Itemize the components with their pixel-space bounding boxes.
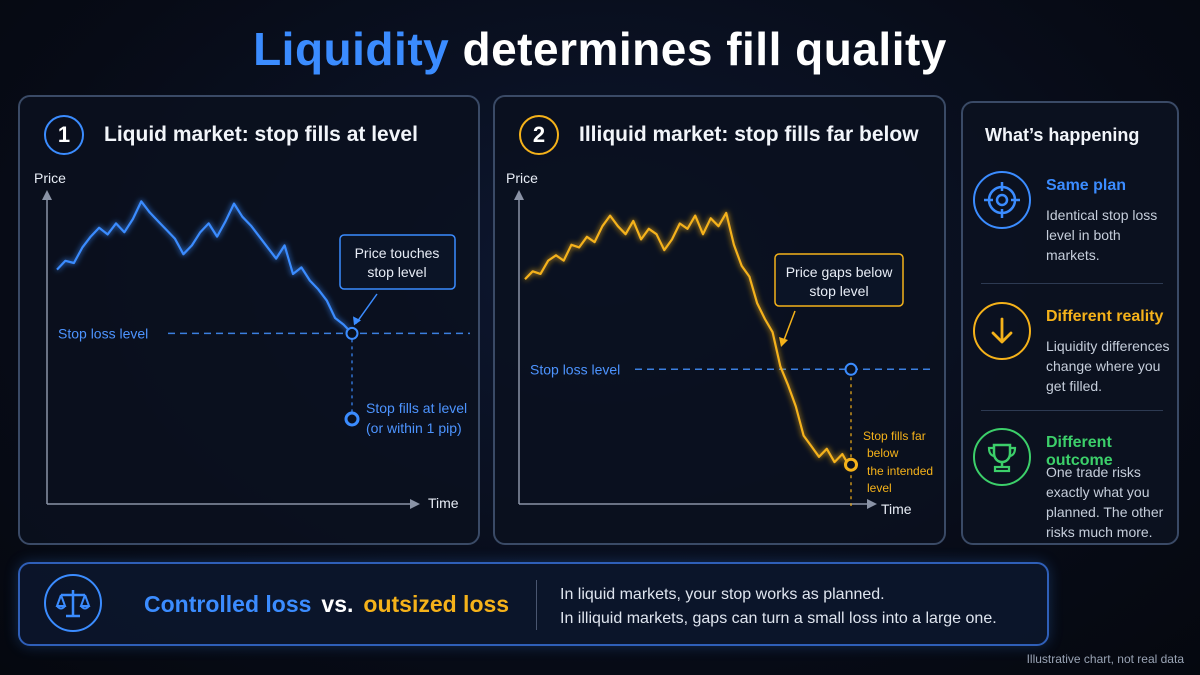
price-series-line bbox=[524, 211, 851, 468]
whats-happening-panel: What’s happening Same plan Identical sto… bbox=[961, 101, 1179, 545]
side-item-body: One trade risks exactly what you planned… bbox=[1046, 464, 1164, 540]
callout-arrowhead bbox=[353, 316, 361, 326]
fill-label-line: the intended bbox=[867, 464, 933, 478]
y-axis-label: Price bbox=[506, 170, 538, 186]
side-item-different-outcome: Different outcome One trade risks exactl… bbox=[973, 428, 1173, 548]
x-axis-label: Time bbox=[428, 495, 459, 511]
divider bbox=[981, 410, 1163, 411]
title-rest: determines fill quality bbox=[462, 23, 947, 75]
arrow-down-icon bbox=[973, 302, 1031, 360]
summary-text: In liquid markets, your stop works as pl… bbox=[560, 586, 997, 627]
side-item-title: Different reality bbox=[1046, 308, 1164, 325]
illiquid-market-panel: 2 Illiquid market: stop fills far below … bbox=[493, 95, 946, 545]
fill-label-line: level bbox=[867, 481, 892, 495]
side-item-body: Identical stop loss level in both market… bbox=[1046, 207, 1158, 263]
y-axis-arrow bbox=[42, 190, 52, 200]
callout-box bbox=[339, 234, 456, 290]
fill-label-line: Stop fills at level bbox=[366, 400, 467, 416]
fill-label-line: Stop fills far bbox=[863, 429, 926, 443]
liquid-market-chart: Price Time Stop loss level Stop fills at le… bbox=[34, 170, 470, 511]
callout-arrow bbox=[783, 310, 796, 341]
panel-title: Illiquid market: stop fills far below bbox=[579, 123, 919, 146]
callout-text: Price touches bbox=[355, 245, 440, 261]
fill-point bbox=[344, 411, 360, 427]
callout-text: stop level bbox=[367, 264, 426, 280]
summary-headline: Controlled loss vs. outsized loss bbox=[144, 591, 510, 617]
x-axis-label: Time bbox=[881, 501, 912, 517]
x-axis-arrow bbox=[410, 499, 420, 509]
side-item-title: Different outcome bbox=[1046, 434, 1113, 469]
callout-text: stop level bbox=[809, 283, 868, 299]
page-title: Liquidity determines fill quality bbox=[0, 22, 1200, 76]
fill-label-line: (or within 1 pip) bbox=[366, 420, 462, 436]
callout-box bbox=[774, 253, 904, 307]
stop-loss-label: Stop loss level bbox=[58, 325, 148, 341]
side-item-body: Liquidity differences change where you g… bbox=[1046, 338, 1170, 394]
divider bbox=[536, 580, 537, 630]
side-title: What’s happening bbox=[985, 125, 1140, 145]
scale-icon bbox=[44, 574, 102, 632]
side-item-title: Same plan bbox=[1046, 177, 1127, 194]
x-axis-arrow bbox=[867, 499, 877, 509]
title-highlight: Liquidity bbox=[253, 23, 450, 75]
panel-number-badge: 1 bbox=[44, 115, 84, 155]
price-series-line bbox=[56, 200, 353, 335]
stop-touch-point bbox=[345, 326, 359, 340]
target-icon bbox=[973, 171, 1031, 229]
liquid-market-panel: 1 Liquid market: stop fills at level Pri… bbox=[18, 95, 480, 545]
fill-label-line: below bbox=[867, 446, 899, 460]
panel-title: Liquid market: stop fills at level bbox=[104, 123, 418, 146]
callout-arrow bbox=[355, 293, 378, 324]
trophy-icon bbox=[973, 428, 1031, 486]
y-axis-label: Price bbox=[34, 170, 66, 186]
panel-number-badge: 2 bbox=[519, 115, 559, 155]
side-item-same-plan: Same plan Identical stop loss level in b… bbox=[973, 171, 1173, 291]
callout-arrowhead bbox=[779, 337, 788, 347]
intended-stop-point bbox=[844, 362, 858, 376]
divider bbox=[981, 283, 1163, 284]
illiquid-market-chart: Price Time Stop loss level Stop fills far be… bbox=[506, 170, 935, 517]
footnote: Illustrative chart, not real data bbox=[1026, 652, 1184, 666]
callout-text: Price gaps below bbox=[786, 264, 894, 280]
stop-loss-label: Stop loss level bbox=[530, 361, 620, 377]
fill-point bbox=[844, 457, 858, 472]
side-item-different-reality: Different reality Liquidity differences … bbox=[973, 302, 1173, 422]
y-axis-arrow bbox=[514, 190, 524, 200]
summary-bar: Controlled loss vs. outsized loss In liqui… bbox=[18, 562, 1049, 646]
